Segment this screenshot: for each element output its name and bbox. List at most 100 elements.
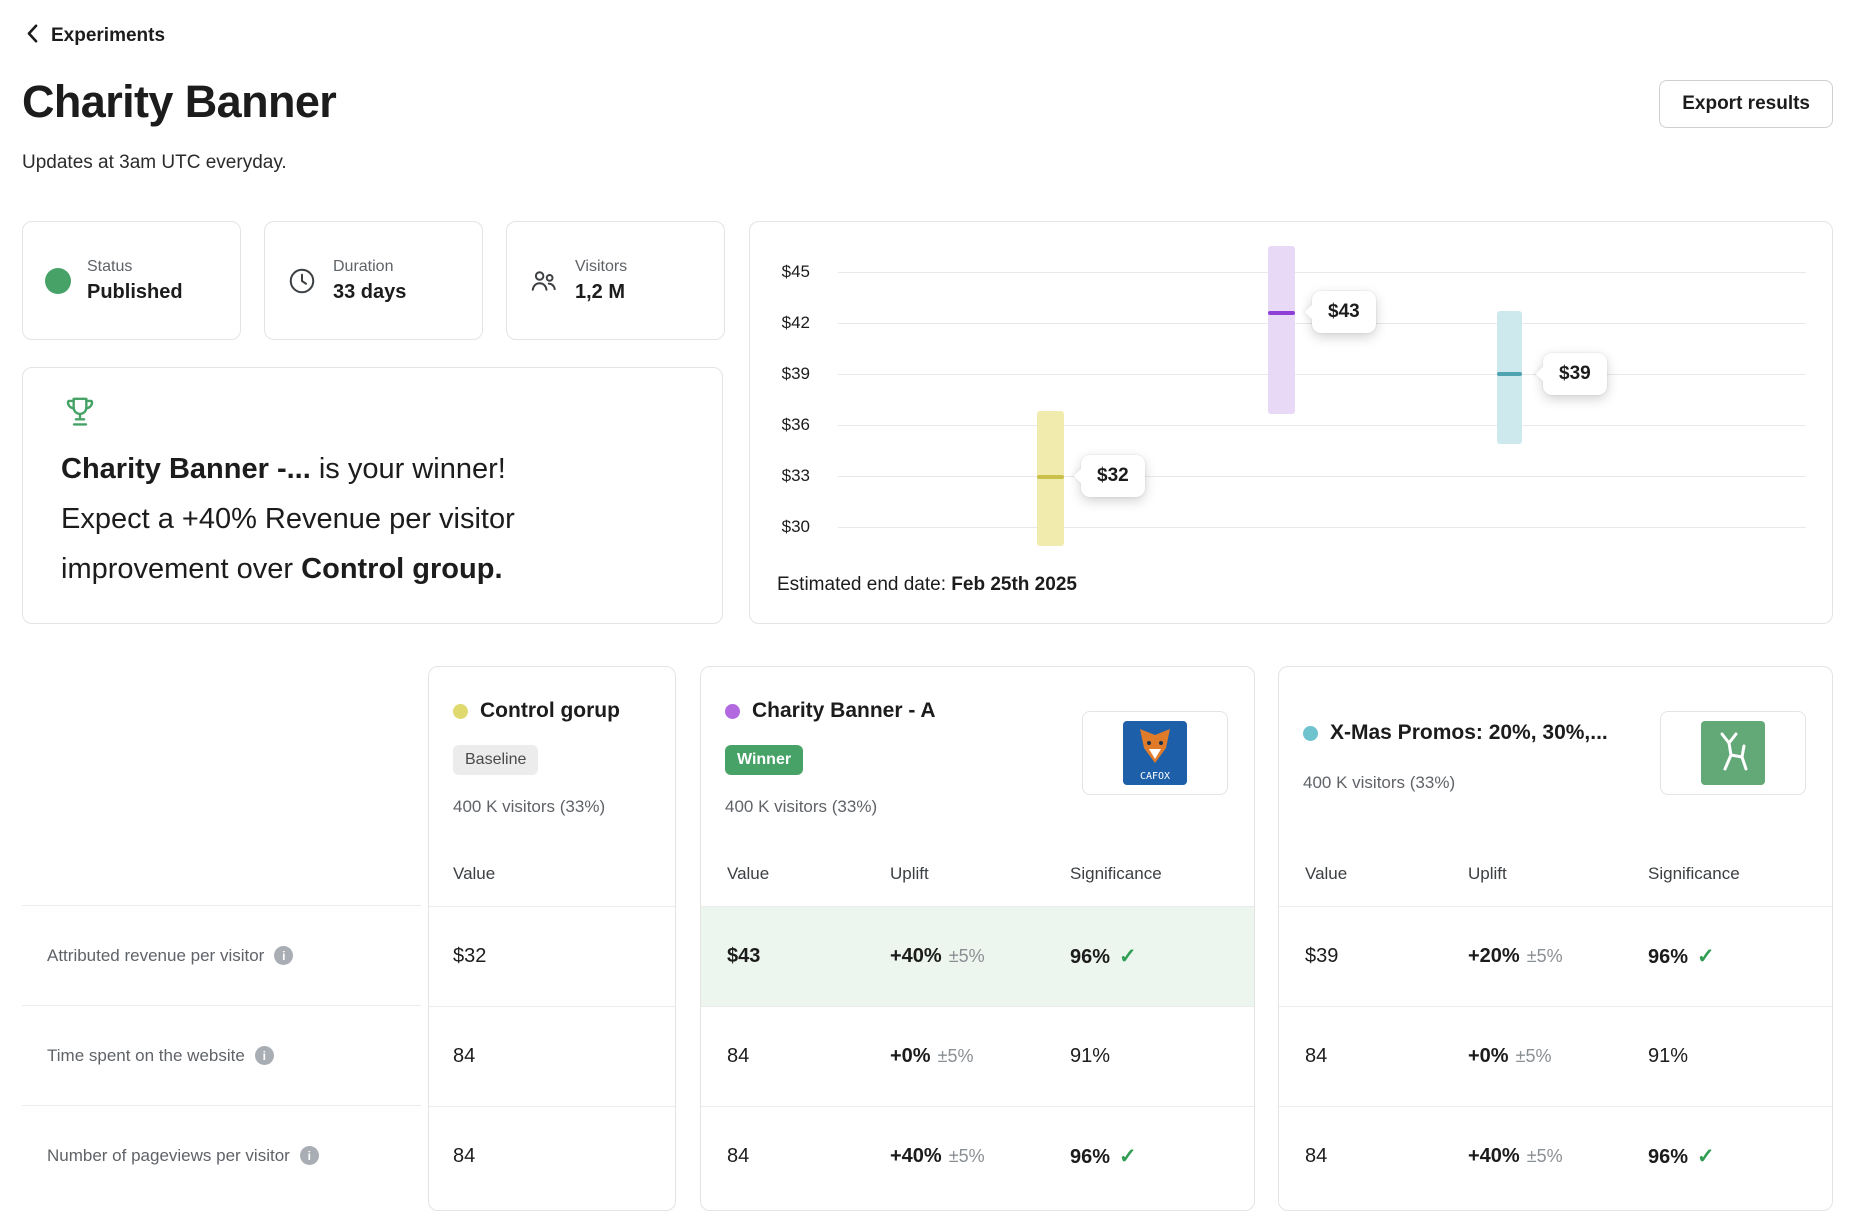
column-header-uplift: Uplift — [1468, 864, 1507, 883]
range-bar-xmas — [1497, 311, 1522, 444]
table-row: 84 +40% ±5% 96% ✓ — [1279, 1106, 1832, 1206]
variant-thumbnail[interactable]: CAFOX — [1082, 711, 1228, 795]
y-axis-tick: $33 — [781, 466, 810, 485]
check-icon: ✓ — [1119, 945, 1137, 968]
variant-card-control: Control gorup Baseline 400 K visitors (3… — [428, 666, 676, 1211]
back-label: Experiments — [51, 25, 166, 46]
export-results-button[interactable]: Export results — [1659, 80, 1833, 128]
xmas-color-dot-icon — [1303, 725, 1318, 741]
info-icon[interactable]: i — [254, 1046, 274, 1065]
info-icon[interactable]: i — [274, 946, 294, 965]
table-row: $32 — [429, 906, 675, 1006]
metric-label: Time spent on the website — [47, 1045, 245, 1065]
winner-callout: Charity Banner -... is your winner! Expe… — [22, 367, 723, 624]
page-subtitle: Updates at 3am UTC everyday. — [22, 152, 287, 173]
winner-text-2: Expect a +40% Revenue per visitor improv… — [61, 503, 515, 585]
metric-row-revenue: Attributed revenue per visitor i — [22, 905, 421, 1005]
variant-visitors: 400 K visitors (33%) — [725, 797, 878, 816]
column-header-uplift: Uplift — [890, 864, 929, 883]
range-bar-charity-a — [1268, 246, 1295, 414]
variant-name: X-Mas Promos: 20%, 30%,... — [1330, 721, 1608, 744]
fox-image-icon: CAFOX — [1123, 721, 1187, 785]
stat-card-duration: Duration 33 days — [264, 221, 483, 340]
revenue-chart: $45 $42 $39 $36 $33 $30 $32 $43 $39 Esti… — [749, 221, 1833, 624]
variant-thumbnail[interactable] — [1660, 711, 1806, 795]
tooltip-xmas-value: $39 — [1543, 353, 1607, 395]
cell-significance: 96% ✓ — [1070, 945, 1137, 968]
cell-value: 84 — [727, 1045, 750, 1067]
column-header-value: Value — [727, 864, 770, 883]
variant-card-xmas: X-Mas Promos: 20%, 30%,... 400 K visitor… — [1278, 666, 1833, 1211]
y-axis-tick: $45 — [781, 262, 810, 281]
cell-significance: 91% — [1648, 1045, 1689, 1067]
winner-badge: Winner — [725, 745, 804, 775]
estimated-end-date-value: Feb 25th 2025 — [951, 574, 1077, 595]
variant-card-header: X-Mas Promos: 20%, 30%,... 400 K visitor… — [1279, 667, 1832, 906]
column-header-significance: Significance — [1648, 864, 1740, 883]
y-axis-tick: $42 — [781, 313, 810, 332]
winner-variant-name: Charity Banner -... — [61, 453, 311, 485]
stats-row: Status Published Duration 33 days Visito… — [22, 221, 725, 340]
check-icon: ✓ — [1697, 1145, 1715, 1168]
table-row: 84 — [429, 1006, 675, 1106]
stat-value: 33 days — [333, 280, 407, 303]
status-dot-icon — [45, 267, 71, 294]
cell-value: $43 — [727, 945, 761, 967]
table-row: 84 +0% ±5% 91% — [701, 1006, 1254, 1106]
stat-label: Status — [87, 257, 133, 275]
cell-uplift: +40% ±5% — [1468, 1145, 1563, 1167]
cell-significance: 91% — [1070, 1045, 1111, 1067]
gridline — [838, 272, 1806, 273]
table-row: 84 +40% ±5% 96% ✓ — [701, 1106, 1254, 1206]
variant-card-charity-a: Charity Banner - A Winner 400 K visitors… — [700, 666, 1255, 1211]
chevron-left-icon — [26, 24, 39, 48]
range-bar-control — [1037, 411, 1064, 546]
metric-row-time-spent: Time spent on the website i — [22, 1005, 421, 1105]
cell-value: 84 — [453, 1045, 476, 1067]
table-row: $39 +20% ±5% 96% ✓ — [1279, 906, 1832, 1006]
cell-uplift: +0% ±5% — [1468, 1045, 1552, 1067]
reindeer-image-icon — [1701, 721, 1765, 785]
visitors-icon — [529, 266, 559, 296]
value-marker-control — [1037, 475, 1064, 479]
table-row-winner: $43 +40% ±5% 96% ✓ — [701, 906, 1254, 1006]
cell-value: 84 — [727, 1145, 750, 1167]
metrics-header-spacer — [22, 666, 421, 905]
cell-value: $32 — [453, 945, 487, 967]
variant-card-header: Charity Banner - A Winner 400 K visitors… — [701, 667, 1254, 906]
y-axis-tick: $30 — [781, 517, 810, 536]
column-headers: Value — [429, 864, 675, 884]
metric-label: Number of pageviews per visitor — [47, 1145, 290, 1165]
check-icon: ✓ — [1697, 945, 1715, 968]
stat-label: Duration — [333, 257, 394, 275]
cell-significance: 96% ✓ — [1648, 1145, 1715, 1168]
column-headers: Value Uplift Significance — [701, 864, 1254, 884]
check-icon: ✓ — [1119, 1145, 1137, 1168]
gridline — [838, 527, 1806, 528]
stat-value: Published — [87, 280, 183, 303]
stat-value: 1,2 M — [575, 280, 626, 303]
gridline — [838, 425, 1806, 426]
back-link[interactable]: Experiments — [26, 24, 165, 48]
cell-uplift: +20% ±5% — [1468, 945, 1563, 967]
value-marker-charity-a — [1268, 311, 1295, 315]
cell-uplift: +40% ±5% — [890, 945, 985, 967]
metrics-column: Attributed revenue per visitor i Time sp… — [22, 666, 421, 1205]
table-row: 84 — [429, 1106, 675, 1206]
stat-card-status: Status Published — [22, 221, 241, 340]
winner-text-1: is your winner! — [310, 453, 506, 485]
variant-name: Charity Banner - A — [752, 699, 936, 722]
variant-title: Charity Banner - A — [725, 699, 936, 723]
estimated-end-date-label: Estimated end date: — [777, 574, 952, 595]
y-axis-tick: $39 — [781, 364, 810, 383]
stat-label: Visitors — [575, 257, 628, 275]
control-color-dot-icon — [453, 703, 468, 719]
info-icon[interactable]: i — [299, 1146, 319, 1165]
variant-card-header: Control gorup Baseline 400 K visitors (3… — [429, 667, 675, 906]
column-header-value: Value — [1305, 864, 1348, 883]
cell-significance: 96% ✓ — [1070, 1145, 1137, 1168]
baseline-badge: Baseline — [453, 745, 539, 775]
cell-uplift: +0% ±5% — [890, 1045, 974, 1067]
stat-card-visitors: Visitors 1,2 M — [506, 221, 725, 340]
cell-value: 84 — [1305, 1045, 1328, 1067]
